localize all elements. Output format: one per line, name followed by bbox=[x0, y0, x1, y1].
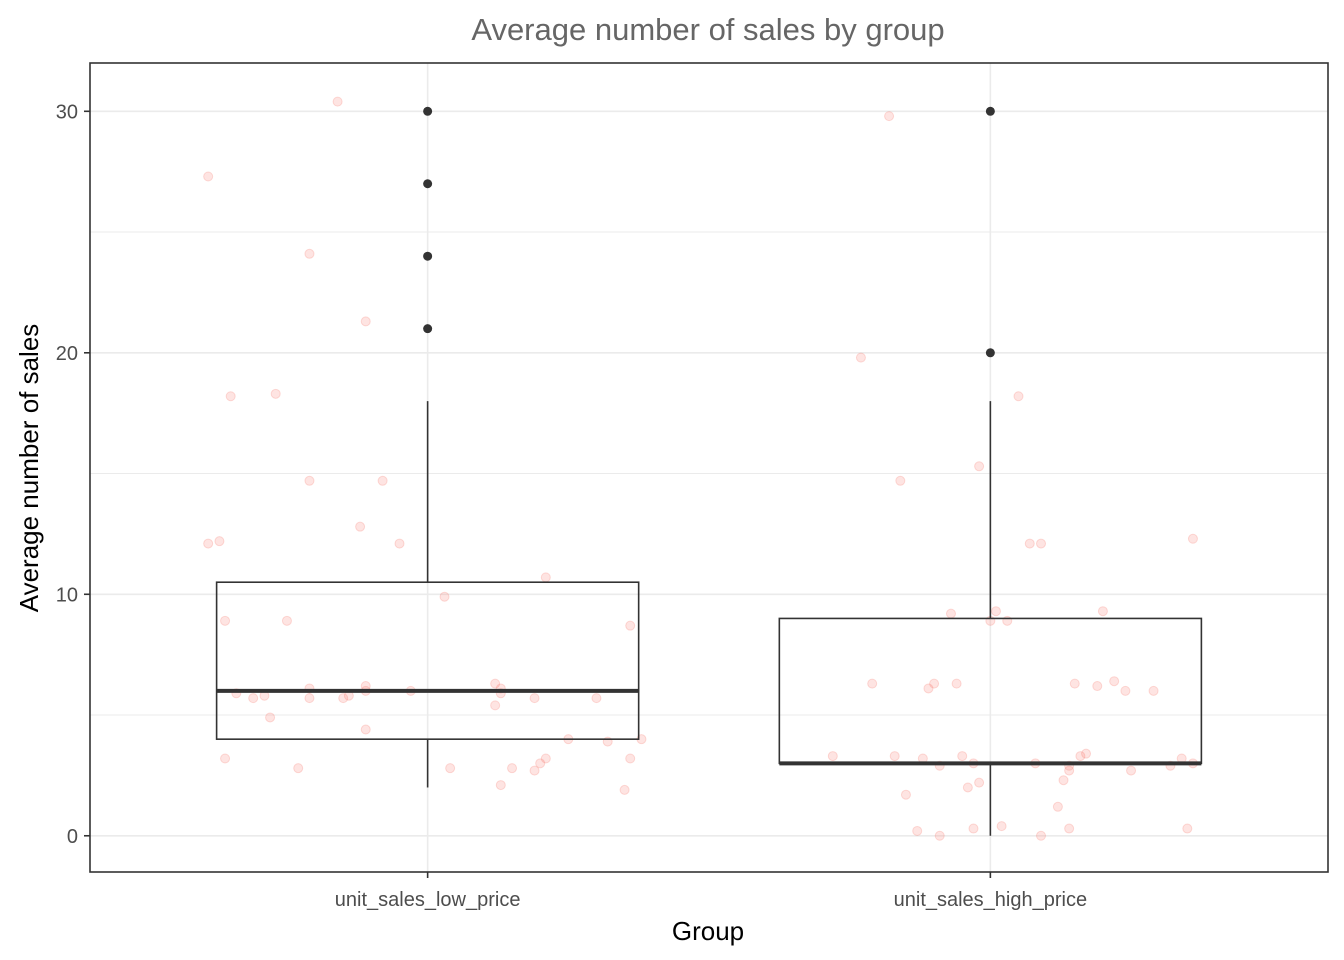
outlier-point bbox=[423, 179, 433, 189]
jitter-point bbox=[625, 753, 636, 764]
jitter-point bbox=[1064, 823, 1075, 834]
jitter-point bbox=[1187, 533, 1198, 544]
jitter-point bbox=[895, 475, 906, 486]
jitter-point bbox=[507, 763, 518, 774]
jitter-point bbox=[490, 700, 501, 711]
jitter-point bbox=[1109, 676, 1120, 687]
y-tick-label: 0 bbox=[67, 826, 78, 848]
jitter-point bbox=[355, 521, 366, 532]
jitter-point bbox=[1092, 681, 1103, 692]
jitter-point bbox=[220, 753, 231, 764]
jitter-point bbox=[304, 248, 315, 259]
jitter-point bbox=[855, 352, 866, 363]
jitter-point bbox=[1069, 678, 1080, 689]
jitter-point bbox=[1036, 538, 1047, 549]
jitter-point bbox=[1182, 823, 1193, 834]
jitter-point bbox=[220, 615, 231, 626]
jitter-point bbox=[360, 316, 371, 327]
jitter-layer bbox=[203, 96, 1198, 841]
jitter-point bbox=[338, 693, 349, 704]
jitter-point bbox=[1075, 751, 1086, 762]
outlier-point bbox=[423, 251, 433, 261]
jitter-point bbox=[1148, 685, 1159, 696]
jitter-point bbox=[203, 171, 214, 182]
jitter-point bbox=[265, 712, 276, 723]
jitter-point bbox=[225, 391, 236, 402]
jitter-point bbox=[304, 475, 315, 486]
jitter-point bbox=[1097, 606, 1108, 617]
jitter-point bbox=[281, 615, 292, 626]
jitter-point bbox=[529, 765, 540, 776]
jitter-point bbox=[529, 693, 540, 704]
x-tick-label: unit_sales_high_price bbox=[894, 889, 1087, 911]
jitter-point bbox=[495, 780, 506, 791]
panel-border bbox=[89, 62, 1329, 873]
jitter-point bbox=[962, 782, 973, 793]
jitter-point bbox=[974, 777, 985, 788]
jitter-point bbox=[214, 536, 225, 547]
jitter-point bbox=[540, 572, 551, 583]
jitter-point bbox=[619, 784, 630, 795]
jitter-point bbox=[1052, 801, 1063, 812]
jitter-point bbox=[293, 763, 304, 774]
jitter-point bbox=[1024, 538, 1035, 549]
jitter-point bbox=[951, 678, 962, 689]
y-tick-label: 20 bbox=[56, 343, 78, 365]
outlier-point bbox=[985, 106, 995, 116]
jitter-point bbox=[332, 96, 343, 107]
jitter-point bbox=[923, 683, 934, 694]
jitter-point bbox=[591, 693, 602, 704]
jitter-point bbox=[900, 789, 911, 800]
jitter-point bbox=[889, 751, 900, 762]
y-axis-title: Average number of sales bbox=[14, 324, 44, 613]
jitter-point bbox=[270, 388, 281, 399]
jitter-point bbox=[996, 821, 1007, 832]
jitter-point bbox=[957, 751, 968, 762]
jitter-point bbox=[360, 724, 371, 735]
x-axis-title: Group bbox=[672, 916, 744, 946]
jitter-point bbox=[203, 538, 214, 549]
y-tick-label: 10 bbox=[56, 584, 78, 606]
jitter-point bbox=[248, 693, 259, 704]
outlier-point bbox=[985, 348, 995, 358]
outlier-point bbox=[423, 106, 433, 116]
jitter-point bbox=[912, 825, 923, 836]
jitter-point bbox=[625, 620, 636, 631]
jitter-point bbox=[934, 830, 945, 841]
box-iqr bbox=[215, 581, 640, 740]
jitter-point bbox=[490, 678, 501, 689]
jitter-point bbox=[945, 608, 956, 619]
axis-layer: 0 10 20 30 unit_sales_low_price unit_sales_hi… bbox=[56, 101, 1087, 911]
jitter-point bbox=[535, 758, 546, 769]
jitter-point bbox=[827, 751, 838, 762]
jitter-point bbox=[377, 475, 388, 486]
jitter-point bbox=[1126, 765, 1137, 776]
jitter-point bbox=[929, 678, 940, 689]
jitter-point bbox=[974, 461, 985, 472]
jitter-point bbox=[1081, 748, 1092, 759]
jitter-point bbox=[445, 763, 456, 774]
jitter-point bbox=[1120, 685, 1131, 696]
outlier-point bbox=[423, 324, 433, 334]
chart-title: Average number of sales by group bbox=[471, 12, 944, 47]
jitter-point bbox=[884, 111, 895, 122]
jitter-point bbox=[394, 538, 405, 549]
jitter-point bbox=[304, 693, 315, 704]
jitter-point bbox=[439, 591, 450, 602]
jitter-point bbox=[1064, 765, 1075, 776]
jitter-point bbox=[990, 606, 1001, 617]
jitter-point bbox=[540, 753, 551, 764]
jitter-point bbox=[867, 678, 878, 689]
jitter-point bbox=[1013, 391, 1024, 402]
jitter-point bbox=[968, 823, 979, 834]
jitter-point bbox=[1058, 775, 1069, 786]
y-tick-label: 30 bbox=[56, 101, 78, 123]
jitter-point bbox=[1036, 830, 1047, 841]
box-layer bbox=[215, 106, 1203, 836]
x-tick-label: unit_sales_low_price bbox=[335, 889, 521, 911]
